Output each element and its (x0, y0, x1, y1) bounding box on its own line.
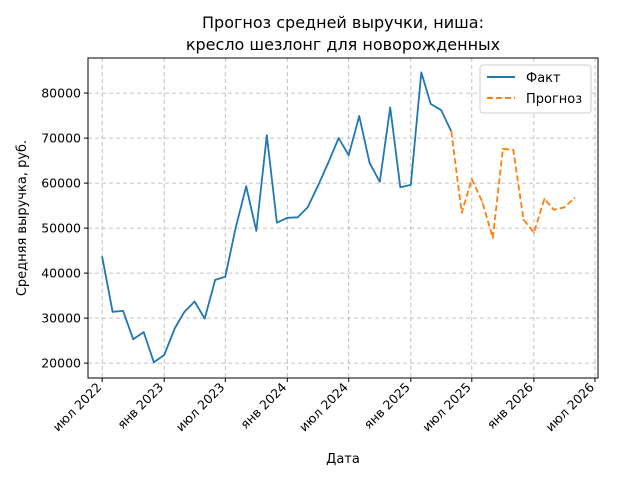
data-point-fact (122, 310, 124, 312)
y-tick-label: 70000 (41, 131, 81, 146)
x-tick-label: янв 2023 (114, 380, 166, 432)
data-point-fact (347, 154, 350, 157)
data-point-fact (193, 300, 196, 303)
data-point-forecast (502, 148, 504, 150)
chart-title-line-2: кресло шезлонг для новорожденных (186, 35, 500, 54)
series-line-forecast (450, 131, 576, 239)
y-tick-label: 80000 (41, 86, 81, 101)
data-point-forecast (481, 201, 484, 203)
y-tick-label: 40000 (41, 266, 81, 281)
data-point-forecast (522, 218, 525, 221)
data-point-forecast (552, 208, 555, 211)
data-point-fact (163, 354, 166, 356)
data-point-fact (337, 137, 340, 140)
data-point-fact (296, 216, 299, 219)
data-point-fact (286, 216, 289, 219)
data-point-fact (429, 103, 432, 105)
x-axis-ticks: июл 2022 янв 2023 июл 2023 янв 2024 июл 2024… (50, 378, 597, 435)
data-point-fact (276, 221, 278, 224)
x-tick-label: июл 2024 (296, 379, 351, 434)
grid-lines (88, 58, 598, 378)
x-tick-label: июл 2026 (542, 379, 597, 434)
data-point-fact (183, 311, 186, 314)
x-tick-label: июл 2023 (173, 380, 228, 435)
data-point-fact (203, 317, 206, 320)
data-point-fact (306, 206, 309, 209)
data-point-fact (132, 338, 135, 341)
plot-area-frame (87, 57, 599, 379)
data-point-fact (142, 331, 145, 333)
x-tick-label: янв 2024 (237, 379, 289, 431)
data-point-fact (255, 229, 258, 232)
data-point-fact (152, 361, 155, 364)
data-point-forecast (460, 211, 463, 214)
data-point-fact (234, 226, 237, 229)
x-tick-label: июл 2025 (419, 380, 474, 435)
x-tick-label: июл 2022 (50, 380, 105, 435)
data-point-fact (389, 106, 392, 109)
data-point-fact (440, 109, 443, 112)
data-point-forecast (512, 148, 515, 151)
data-point-fact (368, 162, 371, 164)
y-axis-label: Средняя выручка, руб. (15, 140, 30, 296)
data-point-fact (378, 180, 381, 183)
data-point-fact (409, 184, 412, 186)
y-tick-label: 60000 (41, 176, 81, 191)
data-point-fact (111, 310, 114, 313)
x-axis-label: Дата (326, 452, 360, 467)
chart-title-line-1: Прогноз средней выручки, ниша: (202, 13, 484, 32)
data-point-fact (317, 184, 319, 187)
legend: Факт Прогноз (479, 64, 592, 114)
data-point-forecast (573, 197, 576, 199)
data-point-forecast (533, 231, 535, 234)
data-point-fact (358, 115, 361, 117)
data-point-fact (327, 162, 330, 164)
y-tick-label: 20000 (41, 356, 81, 371)
data-point-forecast (470, 178, 473, 181)
data-point-fact (173, 327, 176, 330)
data-point-forecast (563, 206, 566, 209)
data-point-fact (101, 256, 104, 258)
series-lines (101, 71, 576, 364)
y-tick-label: 50000 (41, 221, 81, 236)
legend-label-fact: Факт (526, 71, 561, 86)
data-point-fact (399, 186, 402, 189)
y-tick-label: 30000 (41, 311, 81, 326)
legend-label-forecast: Прогноз (526, 92, 582, 107)
data-point-fact (245, 185, 248, 188)
data-point-fact (214, 279, 217, 281)
data-point-forecast (450, 130, 453, 133)
series-line-fact (101, 71, 453, 364)
data-point-fact (265, 134, 268, 137)
x-tick-label: янв 2026 (484, 379, 536, 431)
data-point-forecast (543, 198, 546, 200)
data-point-fact (420, 71, 423, 74)
y-axis-ticks: 20000 30000 40000 50000 60000 70000 80000 (41, 86, 88, 371)
x-tick-label: янв 2025 (361, 380, 413, 432)
data-point-forecast (491, 237, 494, 239)
data-point-fact (224, 275, 227, 278)
